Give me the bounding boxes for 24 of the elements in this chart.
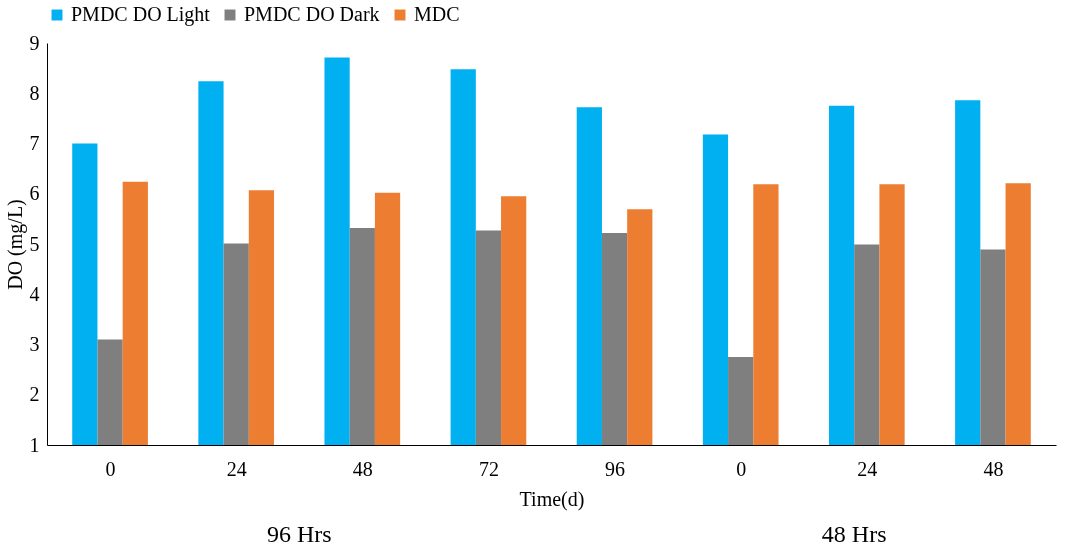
y-tick-label: 9 [29, 31, 40, 54]
x-tick-label: 0 [736, 457, 747, 480]
legend-label: PMDC DO Light [71, 3, 211, 26]
y-tick-label: 2 [29, 383, 40, 406]
x-tick-label: 72 [478, 457, 499, 480]
x-tick-label: 0 [105, 457, 116, 480]
y-axis-title: DO (mg/L) [3, 199, 27, 290]
x-tick-label: 24 [226, 457, 247, 480]
y-tick-label: 8 [29, 81, 40, 104]
y-tick-label: 7 [29, 132, 40, 154]
x-tick-label: 24 [857, 457, 878, 480]
x-tick-label: 96 [605, 457, 626, 480]
x-tick-label: 48 [983, 457, 1004, 480]
text: 96 Hrs [266, 521, 332, 547]
text: 48 Hrs [821, 521, 887, 547]
y-tick-label: 1 [29, 433, 40, 456]
legend-label: MDC [414, 3, 460, 25]
y-tick-label: 5 [29, 232, 40, 255]
x-tick-label: 48 [352, 457, 373, 480]
y-tick-label: 3 [29, 333, 40, 355]
y-tick-label: 4 [29, 282, 40, 305]
legend-label: PMDC DO Dark [244, 3, 380, 25]
x-axis-title: Time(d) [519, 487, 585, 511]
y-tick-label: 6 [29, 182, 40, 205]
